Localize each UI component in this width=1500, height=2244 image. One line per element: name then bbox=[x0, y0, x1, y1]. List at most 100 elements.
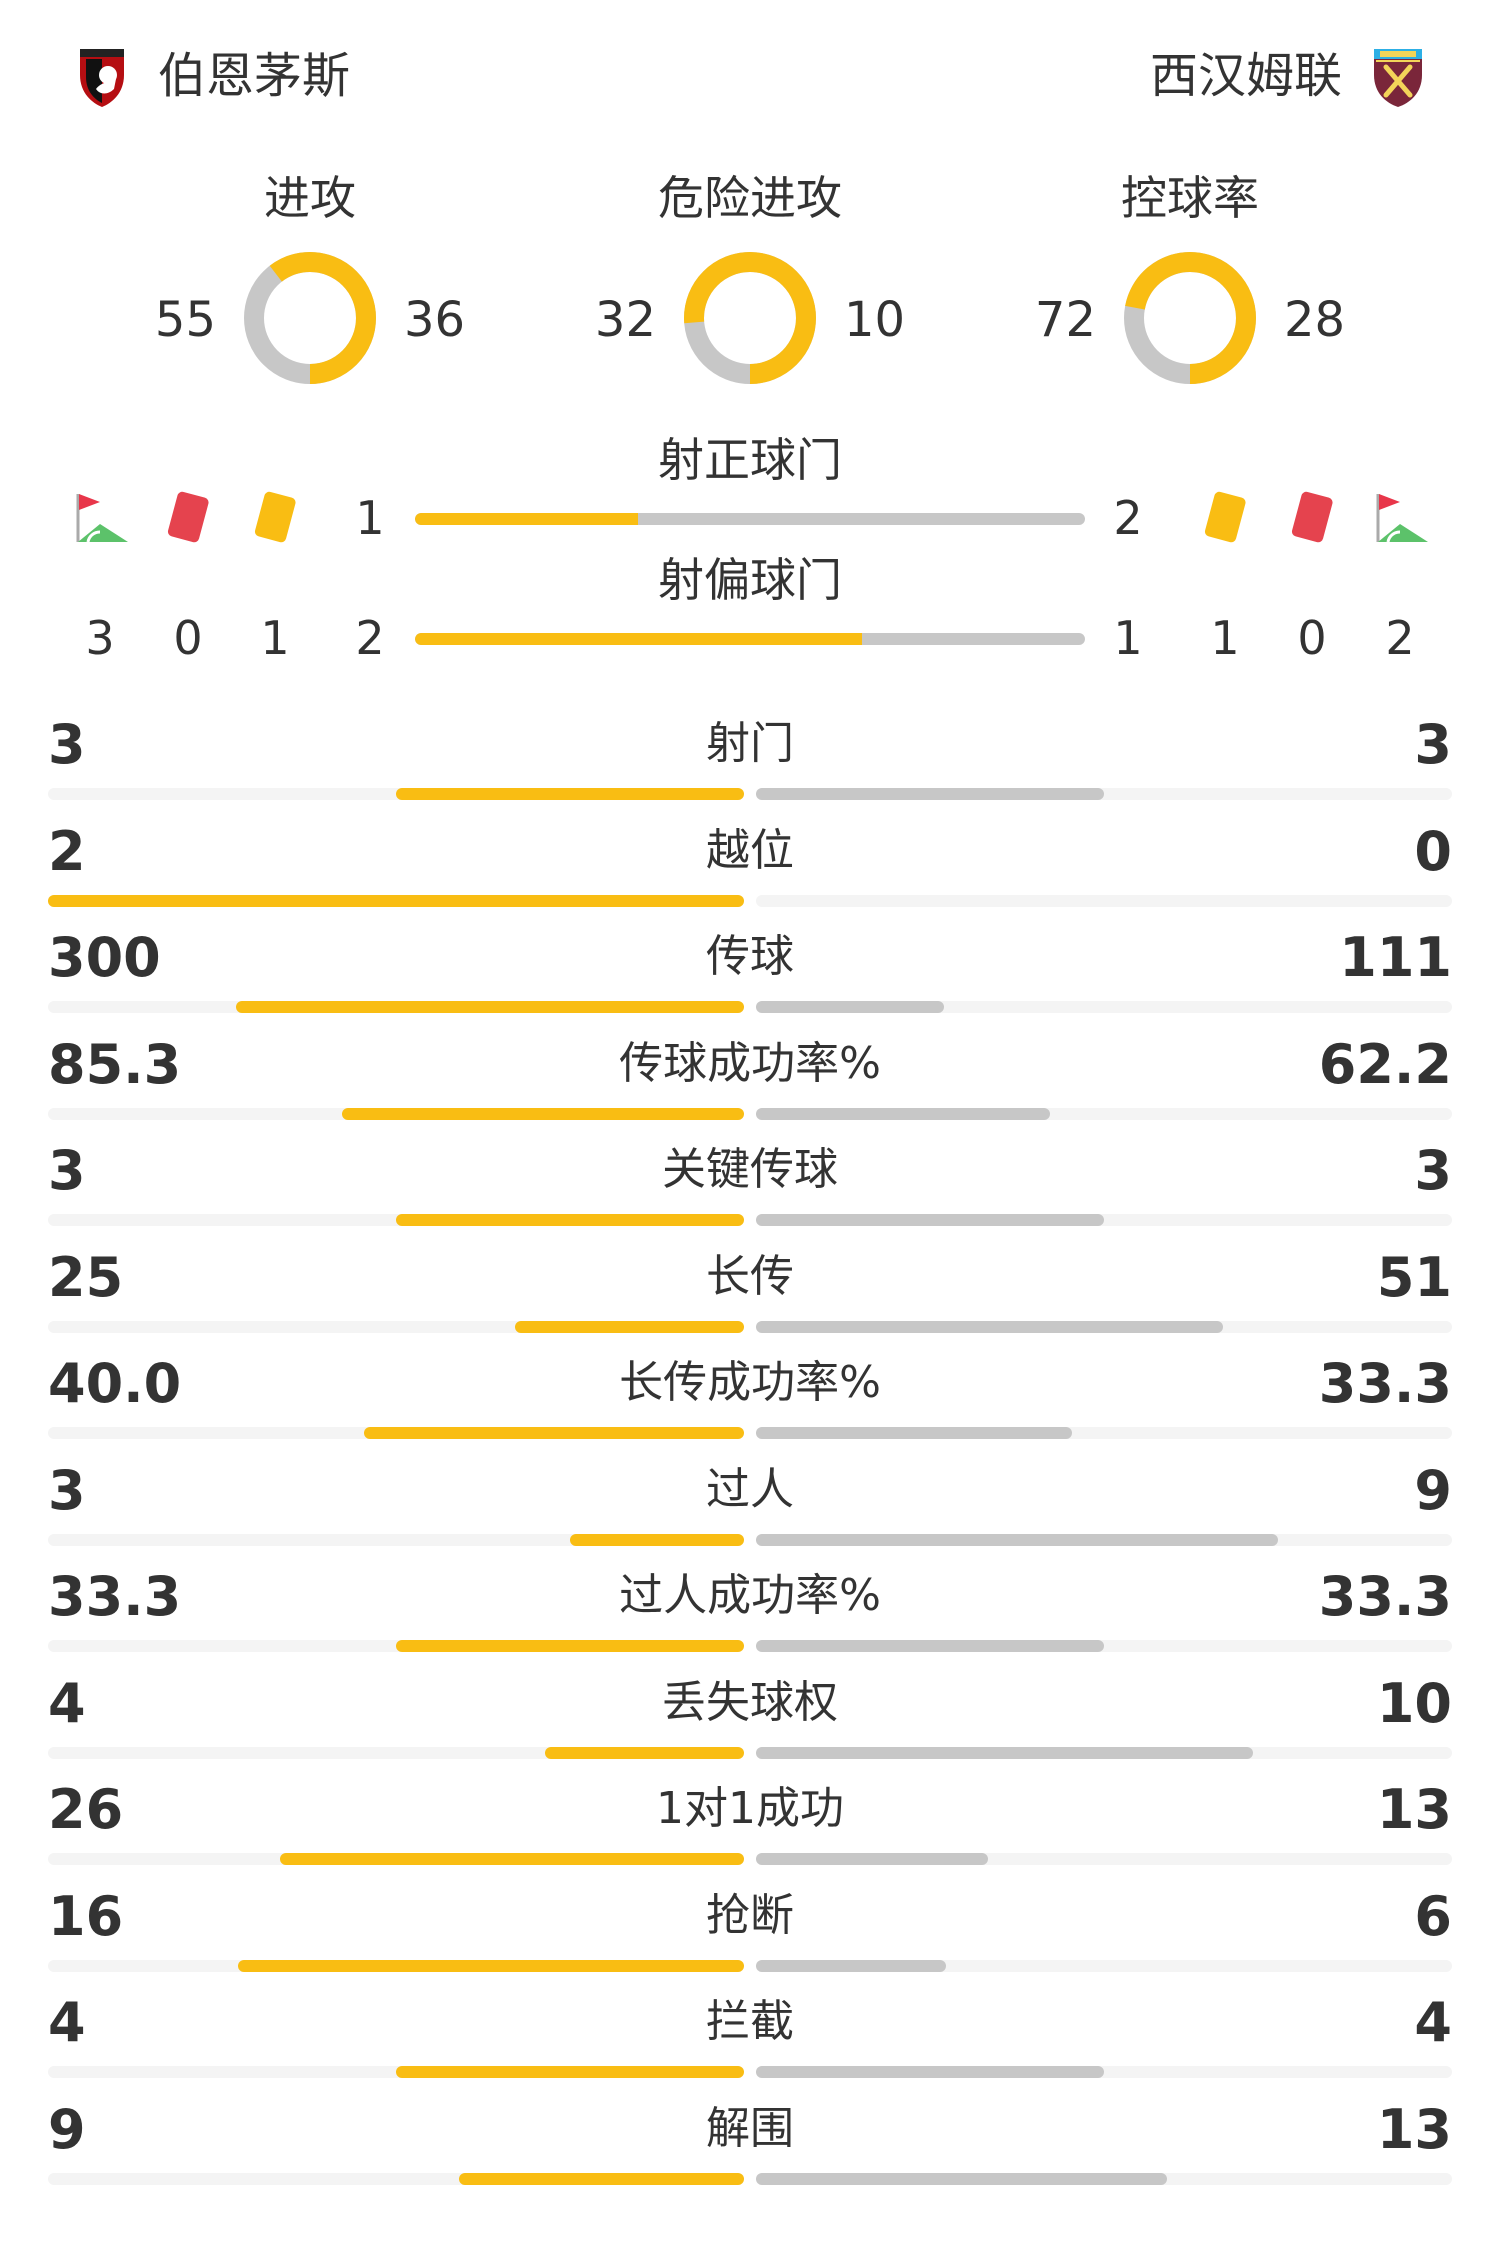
stat-home-value: 85.3 bbox=[48, 1032, 182, 1096]
donut-home-arc bbox=[244, 252, 376, 384]
stat-home-track bbox=[48, 1746, 744, 1759]
stat-home-value: 2 bbox=[48, 819, 86, 883]
stat-home-bar bbox=[515, 1320, 744, 1333]
shots-off-target-home-fill bbox=[415, 633, 862, 645]
stat-home-value: 33.3 bbox=[48, 1565, 182, 1628]
stat-home-track bbox=[48, 1320, 744, 1333]
stat-home-bar bbox=[396, 788, 744, 800]
stat-home-bar bbox=[235, 1001, 744, 1013]
shots-on-target-label: 射正球门 bbox=[658, 433, 842, 487]
red-card-icon bbox=[1282, 488, 1342, 548]
stat-home-value: 300 bbox=[48, 926, 161, 989]
donut-home-value-dangerous-attack: 32 bbox=[594, 292, 656, 348]
donut-chart-possession bbox=[1124, 252, 1256, 384]
corner-flag-icon bbox=[1370, 488, 1430, 548]
donut-chart-attack bbox=[244, 252, 376, 384]
stat-home-value: 3 bbox=[48, 1139, 86, 1202]
stat-home-bar bbox=[570, 1533, 744, 1546]
stat-row: 33.3 过人成功率% 33.3 bbox=[48, 1562, 1452, 1668]
yellow-card-icon bbox=[245, 488, 305, 548]
stat-away-track bbox=[756, 1533, 1452, 1546]
stat-label: 射门 bbox=[706, 718, 794, 769]
stat-label: 1对1成功 bbox=[656, 1783, 844, 1834]
stat-row: 3 过人 9 bbox=[48, 1456, 1452, 1562]
stat-away-value: 9 bbox=[1414, 1458, 1452, 1522]
stat-home-bar bbox=[396, 1640, 744, 1652]
stat-away-track bbox=[756, 1001, 1452, 1013]
stat-home-track bbox=[48, 2066, 744, 2078]
donut-chart-dangerous-attack bbox=[684, 252, 816, 384]
stat-label: 长传成功率% bbox=[619, 1357, 881, 1408]
stat-home-bar bbox=[48, 894, 744, 907]
stat-label: 过人成功率% bbox=[619, 1570, 881, 1621]
stat-home-value: 25 bbox=[48, 1245, 124, 1309]
stat-label: 传球成功率% bbox=[619, 1037, 881, 1089]
donut-away-value-attack: 36 bbox=[404, 292, 466, 348]
stat-away-bar bbox=[756, 1853, 988, 1865]
donut-home-arc bbox=[684, 252, 816, 384]
stat-home-bar bbox=[279, 1853, 744, 1865]
stat-home-bar bbox=[396, 1214, 744, 1226]
home-corners-count: 3 bbox=[85, 611, 115, 665]
stat-away-value: 51 bbox=[1376, 1245, 1452, 1309]
stat-home-bar bbox=[459, 2172, 744, 2185]
stat-home-value: 4 bbox=[48, 1671, 86, 1735]
stat-home-track bbox=[48, 1853, 744, 1865]
stat-home-track bbox=[48, 1214, 744, 1226]
stat-away-track bbox=[756, 788, 1452, 800]
stat-away-value: 13 bbox=[1376, 2097, 1452, 2161]
shots-on-target-home-fill bbox=[415, 513, 639, 525]
shots-off-target-bar bbox=[415, 633, 1085, 645]
stat-away-track bbox=[756, 1746, 1452, 1759]
shots-off-target-home-value: 2 bbox=[355, 611, 385, 665]
stat-home-track bbox=[48, 894, 744, 907]
shots-on-target-away-value: 2 bbox=[1113, 491, 1143, 545]
stat-away-value: 33.3 bbox=[1318, 1352, 1452, 1415]
stat-home-value: 9 bbox=[48, 2097, 86, 2161]
stat-away-value: 3 bbox=[1414, 713, 1452, 776]
stat-away-track bbox=[756, 1853, 1452, 1865]
donut-away-value-dangerous-attack: 10 bbox=[844, 292, 906, 348]
stat-away-bar bbox=[756, 788, 1104, 800]
shots-on-target-home-value: 1 bbox=[355, 491, 385, 545]
stat-home-bar bbox=[238, 1959, 744, 1972]
away-yellow-cards-count: 1 bbox=[1210, 611, 1240, 665]
shots-on-target-bar bbox=[415, 513, 1085, 525]
stat-away-track bbox=[756, 1107, 1452, 1120]
stat-away-bar bbox=[756, 1107, 1050, 1120]
stat-home-value: 4 bbox=[48, 1991, 86, 2054]
stat-away-bar bbox=[756, 1959, 946, 1972]
stat-away-bar bbox=[756, 1746, 1253, 1759]
stat-away-track bbox=[756, 1640, 1452, 1652]
stat-home-track bbox=[48, 1001, 744, 1013]
stat-label: 传球 bbox=[706, 931, 794, 982]
stat-row: 85.3 传球成功率% 62.2 bbox=[48, 1030, 1452, 1136]
stat-away-value: 0 bbox=[1414, 819, 1452, 883]
stat-away-track bbox=[756, 1214, 1452, 1226]
stat-away-value: 6 bbox=[1414, 1884, 1452, 1948]
donut-away-value-possession: 28 bbox=[1284, 292, 1346, 348]
stat-away-value: 62.2 bbox=[1318, 1032, 1452, 1096]
stat-home-value: 40.0 bbox=[48, 1352, 182, 1415]
stat-away-bar bbox=[756, 1001, 944, 1013]
donut-home-value-possession: 72 bbox=[1034, 292, 1096, 348]
donut-home-value-attack: 55 bbox=[154, 292, 216, 348]
stat-row: 16 抢断 6 bbox=[48, 1882, 1452, 1988]
stat-home-value: 26 bbox=[48, 1778, 124, 1841]
stat-away-bar bbox=[756, 1533, 1278, 1546]
stat-label: 越位 bbox=[706, 824, 794, 876]
stat-row: 4 拦截 4 bbox=[48, 1988, 1452, 2094]
bournemouth-badge-icon bbox=[74, 45, 130, 109]
stat-away-bar bbox=[756, 1320, 1224, 1333]
stat-label: 解围 bbox=[706, 2102, 794, 2154]
stat-row: 9 解围 13 bbox=[48, 2095, 1452, 2201]
stat-label: 抢断 bbox=[706, 1889, 794, 1941]
donut-title-dangerous-attack: 危险进攻 bbox=[658, 171, 842, 225]
stat-away-value: 10 bbox=[1376, 1671, 1452, 1735]
stat-row: 3 射门 3 bbox=[48, 710, 1452, 816]
stat-home-bar bbox=[341, 1107, 744, 1120]
away-team-name: 西汉姆联 bbox=[1149, 48, 1342, 104]
stat-home-track bbox=[48, 788, 744, 800]
stat-away-track bbox=[756, 1959, 1452, 1972]
stat-home-track bbox=[48, 1533, 744, 1546]
